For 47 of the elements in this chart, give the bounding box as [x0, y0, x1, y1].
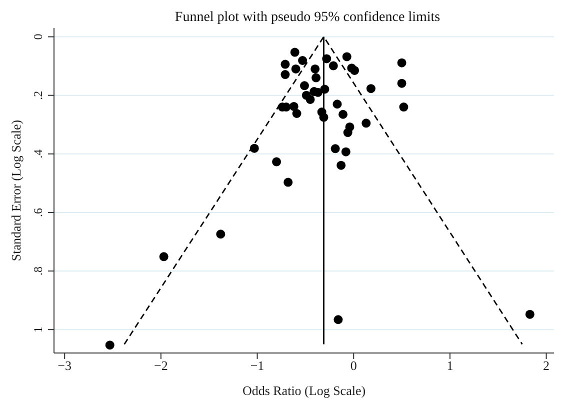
point [289, 102, 298, 111]
point [350, 66, 360, 75]
point [334, 315, 343, 324]
y-tick-label: 0 [31, 34, 45, 40]
x-tick-label: −3 [58, 358, 72, 374]
point [310, 64, 320, 74]
point [284, 178, 293, 187]
point [336, 160, 346, 170]
point [362, 118, 371, 128]
point [366, 84, 376, 94]
y-axis-title: Standard Error (Log Scale) [8, 120, 24, 262]
point [159, 252, 168, 262]
point [292, 108, 302, 118]
y-tick-label: 1 [31, 326, 45, 333]
x-tick-label: 2 [543, 358, 550, 374]
point [280, 70, 290, 80]
point [298, 56, 308, 65]
x-tick-label: 0 [350, 358, 357, 374]
point [272, 157, 282, 166]
point [291, 64, 300, 74]
x-tick-label: −2 [154, 358, 168, 374]
y-tick-label: .4 [31, 149, 45, 158]
point [300, 81, 309, 90]
point [306, 94, 315, 104]
point [330, 144, 340, 154]
point [280, 60, 290, 69]
y-tick-label: .2 [31, 90, 45, 100]
x-tick-label: 1 [446, 358, 454, 374]
point [341, 147, 350, 156]
point [290, 48, 300, 57]
point [312, 73, 321, 82]
x-tick-label: −1 [250, 358, 264, 374]
point [338, 110, 348, 119]
point [105, 340, 114, 350]
point [397, 58, 406, 68]
point [525, 310, 534, 319]
point [343, 128, 352, 138]
point [328, 61, 338, 70]
point [332, 100, 342, 109]
x-axis-title: Odds Ratio (Log Scale) [242, 383, 366, 398]
y-tick-label: .8 [31, 266, 45, 276]
y-tick-label: .6 [31, 208, 45, 217]
point [216, 230, 226, 239]
point [397, 78, 406, 88]
point [399, 102, 408, 112]
point [342, 52, 352, 62]
chart-title: Funnel plot with pseudo 95% confidence limits [174, 10, 442, 26]
